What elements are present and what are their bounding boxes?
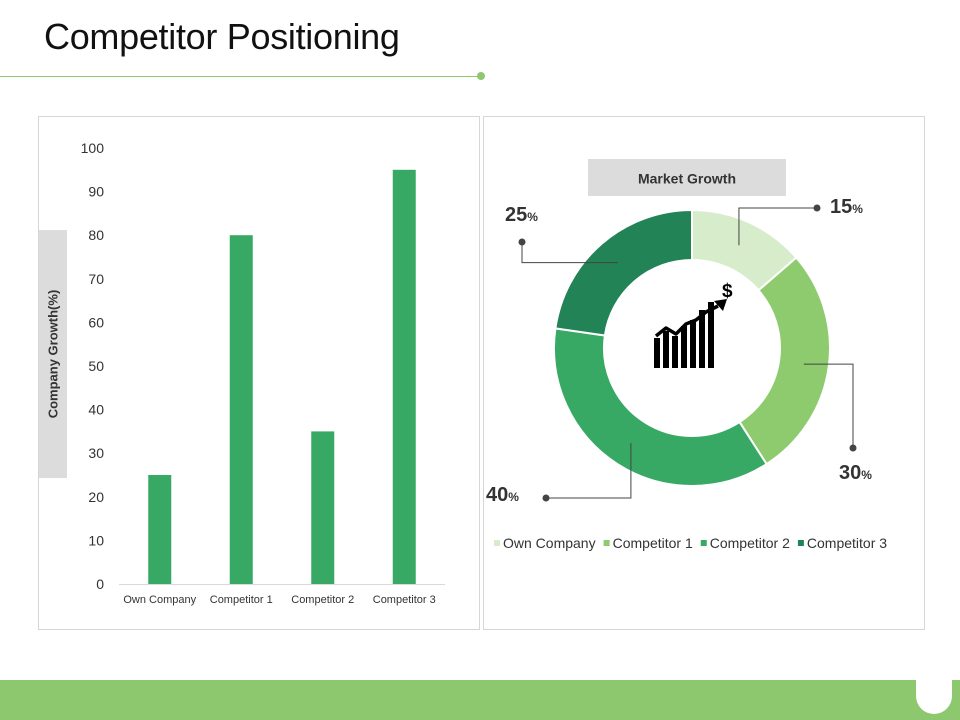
legend-label-competitor-2: Competitor 2 [710,535,790,551]
callout-line [803,363,854,448]
callout-line [546,443,632,499]
y-tick-label: 20 [88,489,104,505]
icon-bar [708,302,714,368]
legend-swatch-competitor-2 [700,540,707,546]
chart-title-box [588,159,786,196]
y-axis-label: Company Growth(%) [45,290,60,419]
legend-swatch-competitor-1 [603,540,610,546]
x-tick-label: Own Company [123,594,196,606]
y-tick-label: 80 [88,227,104,243]
icon-bar [690,320,696,368]
callout-dot [518,238,526,246]
title-divider [0,76,482,77]
y-tick-label: 70 [88,271,104,287]
y-tick-label: 30 [88,445,104,461]
callout-dot [849,444,857,452]
value-label-competitor-3: 25% [505,204,538,226]
icon-bar [654,338,660,368]
title-divider-dot [477,72,485,80]
y-tick-label: 90 [88,184,104,200]
growth-chart-dollar-icon: $ [654,281,733,368]
y-tick-label: 60 [88,314,104,330]
legend-label-competitor-1: Competitor 1 [613,535,693,551]
icon-bar [699,310,705,368]
footer-band [0,680,960,720]
value-label-competitor-1: 30% [839,462,872,484]
icon-bar [663,331,669,368]
value-label-competitor-2: 40% [486,484,519,506]
slice-competitor-3 [554,208,693,337]
icon-bar [681,326,687,368]
bar-competitor-3 [392,169,416,585]
y-axis-label-band [39,230,67,478]
donut-chart-panel: Market Growth 15% 30% 40% 25% $ Own Company Com… [483,116,925,630]
donut-chart: Market Growth 15% 30% 40% 25% $ Own Company Com… [486,159,887,551]
callout-line [738,207,817,246]
legend-label-own-company: Own Company [503,535,596,551]
icon-bar [672,336,678,368]
chart-title: Market Growth [638,171,736,187]
legend-swatch-competitor-3 [797,540,804,546]
bar-chart-panel: Company Growth(%) 0 10 20 30 40 50 60 70 80 90 100 O… [38,116,480,630]
bar-chart: Company Growth(%) 0 10 20 30 40 50 60 70 80 90 100 O… [39,140,445,606]
slice-competitor-2 [553,327,768,487]
y-tick-label: 40 [88,402,104,418]
x-tick-label: Competitor 3 [373,594,436,606]
callout-dot [542,494,550,502]
bar-competitor-2 [311,431,335,584]
x-tick-label: Competitor 2 [291,594,354,606]
page-title: Competitor Positioning [44,16,400,57]
footer-tab [916,680,952,714]
value-label-own-company: 15% [830,196,863,218]
y-tick-label: 50 [88,358,104,374]
bar-own-company [148,475,172,584]
y-tick-label: 100 [81,140,105,156]
slice-competitor-1 [738,256,831,466]
callout-dot [813,204,821,212]
legend-swatch-own-company [494,540,500,546]
icon-arrow-head [714,299,727,311]
y-tick-label: 10 [88,532,104,548]
y-tick-label: 0 [96,576,104,592]
bar-competitor-1 [229,235,253,584]
callout-line [521,242,619,264]
legend-label-competitor-3: Competitor 3 [807,535,887,551]
dollar-icon: $ [722,281,733,302]
x-tick-label: Competitor 1 [210,594,273,606]
icon-trend-line [654,304,719,338]
